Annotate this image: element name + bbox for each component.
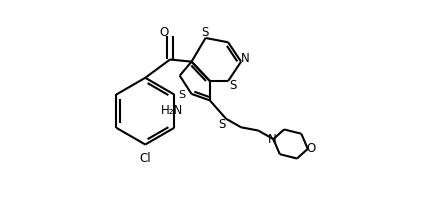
Text: S: S	[219, 118, 226, 131]
Text: S: S	[179, 90, 185, 100]
Text: O: O	[159, 26, 168, 39]
Text: O: O	[306, 142, 315, 155]
Text: Cl: Cl	[139, 152, 151, 165]
Text: N: N	[241, 52, 250, 65]
Text: S: S	[229, 79, 237, 92]
Text: H₂N: H₂N	[161, 104, 183, 117]
Text: S: S	[201, 26, 209, 39]
Text: N: N	[268, 133, 277, 146]
